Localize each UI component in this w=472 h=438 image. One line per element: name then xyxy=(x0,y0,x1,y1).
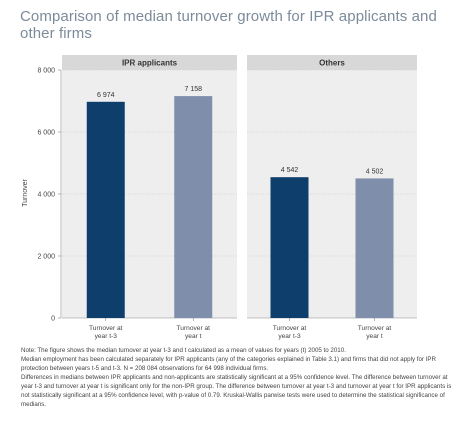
x-tick-label: year t-3 xyxy=(95,333,118,340)
y-tick-label: 0 xyxy=(51,316,55,323)
chart-notes: Note: The figure shows the median turnov… xyxy=(21,346,461,409)
panel-title: Others xyxy=(319,59,345,68)
x-tick-label: year t-3 xyxy=(278,333,301,340)
panel-header xyxy=(62,55,237,70)
x-tick-label: Turnover at xyxy=(358,325,392,332)
note-line-1: Note: The figure shows the median turnov… xyxy=(21,347,346,354)
note-line-2: Median employment has been calculated se… xyxy=(21,356,437,372)
data-label: 6 974 xyxy=(97,92,115,99)
note-line-3: Differences in medians between IPR appli… xyxy=(21,374,452,408)
x-tick-label: Turnover at xyxy=(89,325,123,332)
x-tick-label: year t xyxy=(366,333,383,340)
y-tick-label: 2 000 xyxy=(37,254,55,261)
y-axis-label: Turnover xyxy=(22,178,29,206)
x-tick-label: year t xyxy=(185,333,202,340)
chart-title: Comparison of median turnover growth for… xyxy=(20,8,437,42)
y-axis: Turnover 0 2 000 4 000 6 000 8 000 xyxy=(22,68,62,323)
panel-title: IPR applicants xyxy=(122,59,178,68)
bar xyxy=(270,177,309,318)
data-label: 7 158 xyxy=(184,86,202,93)
bar xyxy=(174,96,213,319)
panel-header xyxy=(247,55,417,70)
bar xyxy=(355,178,394,318)
x-tick-label: Turnover at xyxy=(273,325,307,332)
y-tick-label: 8 000 xyxy=(37,68,55,75)
bar xyxy=(86,101,125,318)
y-tick-label: 6 000 xyxy=(37,130,55,137)
data-label: 4 502 xyxy=(366,168,384,175)
data-label: 4 542 xyxy=(281,167,299,174)
y-tick-label: 4 000 xyxy=(37,192,55,199)
x-tick-label: Turnover at xyxy=(177,325,211,332)
